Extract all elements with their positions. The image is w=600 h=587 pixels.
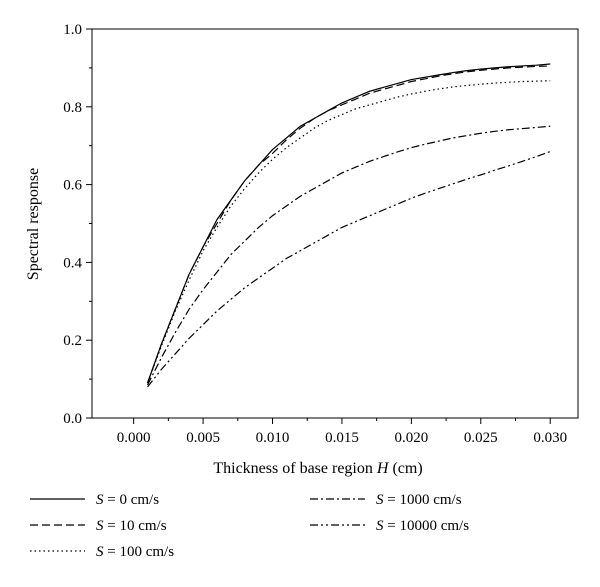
plot-area — [91, 28, 579, 419]
x-tick-label: 0.000 — [117, 430, 151, 446]
x-axis: 0.000 0.005 0.010 0.015 0.020 0.025 0.030 — [117, 418, 567, 446]
y-tick-label: 0.0 — [63, 411, 82, 427]
x-axis-title: Thickness of base region H (cm) — [213, 460, 422, 477]
series-line-1 — [146, 63, 551, 384]
legend-label-2: S = 10 cm/s — [96, 518, 167, 534]
x-tick-label: 0.005 — [186, 430, 220, 446]
y-tick-label: 1.0 — [63, 22, 82, 38]
x-axis-title-variable: H — [376, 460, 390, 477]
x-tick-label: 0.025 — [464, 430, 498, 446]
x-tick-label: 0.020 — [394, 430, 428, 446]
y-axis: 0.0 0.2 0.4 0.6 0.8 1.0 — [63, 22, 92, 427]
y-axis-title: Spectral response — [25, 168, 42, 280]
x-tick-label: 0.030 — [533, 430, 567, 446]
plot-border — [91, 28, 579, 419]
legend-label-4: S = 1000 cm/s — [376, 492, 462, 508]
y-tick-label: 0.2 — [63, 333, 82, 349]
x-tick-label: 0.010 — [256, 430, 290, 446]
legend-label-1: S = 0 cm/s — [96, 492, 159, 508]
y-tick-label: 0.4 — [63, 255, 82, 271]
x-tick-label: 0.015 — [325, 430, 359, 446]
y-tick-label: 0.6 — [63, 178, 82, 194]
series-lines — [146, 63, 551, 388]
legend: S = 0 cm/s S = 10 cm/s S = 100 cm/s S = 100… — [30, 492, 469, 560]
x-axis-title-unit: (cm) — [388, 460, 422, 477]
x-axis-title-prefix: Thickness of base region — [213, 460, 377, 477]
legend-label-3: S = 100 cm/s — [96, 544, 174, 560]
series-line-3 — [146, 80, 551, 384]
series-line-2 — [146, 65, 551, 384]
legend-label-5: S = 10000 cm/s — [376, 518, 469, 534]
series-line-5 — [147, 150, 551, 388]
y-tick-label: 0.8 — [63, 100, 82, 116]
series-line-4 — [147, 125, 551, 386]
